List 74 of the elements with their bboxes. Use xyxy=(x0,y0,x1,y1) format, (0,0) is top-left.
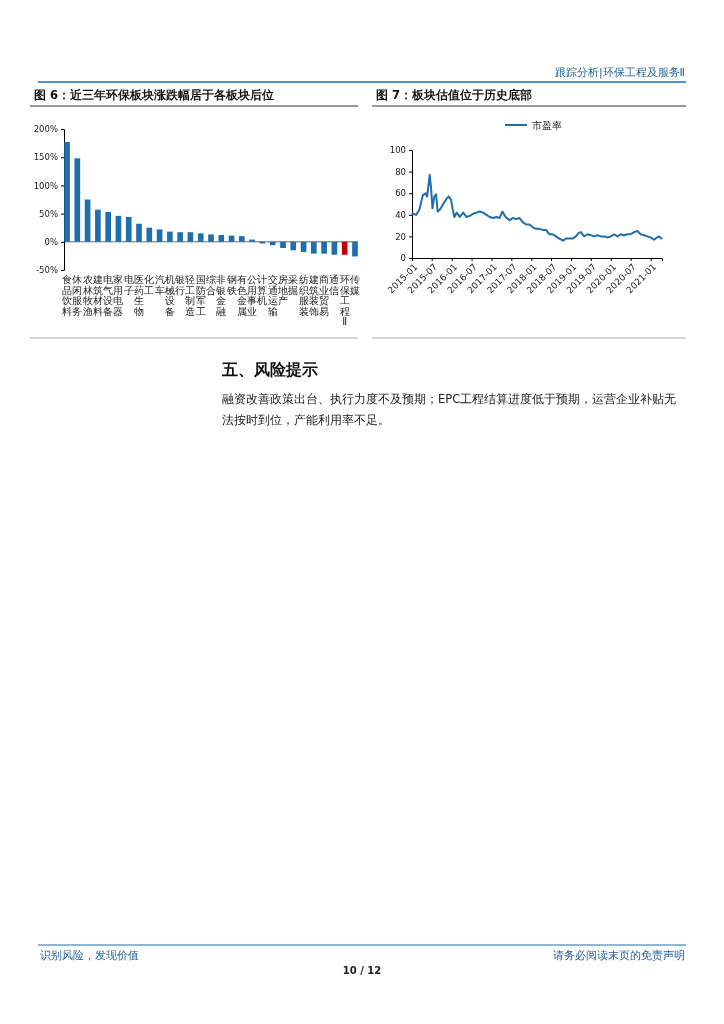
x-tick-label: 通信 xyxy=(329,274,340,296)
bar xyxy=(136,223,142,242)
line-series xyxy=(411,173,663,242)
x-tick-label: 房地产 xyxy=(276,274,288,306)
x-tick-label: 商业贸易 xyxy=(319,274,330,317)
bar xyxy=(105,211,111,242)
bar xyxy=(341,241,348,255)
text: 五、风险提示 xyxy=(222,360,318,381)
y-tick-label: 20 xyxy=(395,231,406,242)
bar xyxy=(352,241,358,257)
x-tick-label: 建筑材料 xyxy=(91,274,103,317)
bar xyxy=(218,235,225,242)
x-tick-label: 食品饮料 xyxy=(61,274,73,317)
x-tick-label: 医药生物 xyxy=(134,274,145,317)
bar xyxy=(64,141,70,242)
text: 请务必阅读末页的免责声明 xyxy=(553,948,685,963)
y-tick-label: 100% xyxy=(33,180,58,191)
x-tick-label: 汽车 xyxy=(154,274,165,296)
x-tick-label: 传媒 xyxy=(349,274,360,296)
x-tick-label: 建筑装饰 xyxy=(307,274,319,317)
bar xyxy=(187,232,194,242)
x-tick-label: 休闲服务 xyxy=(72,274,83,317)
x-tick-label: 纺织服装 xyxy=(298,274,309,317)
bar xyxy=(197,233,204,242)
y-tick-label: 0 xyxy=(400,253,406,264)
y-tick-label: -50% xyxy=(36,265,58,276)
bar xyxy=(311,241,317,254)
bar xyxy=(156,229,163,242)
x-tick-label: 银行 xyxy=(174,274,186,296)
y-tick-label: 200% xyxy=(33,124,58,135)
y-tick-label: 0% xyxy=(44,237,58,248)
y-tick-label: 80 xyxy=(395,166,406,177)
bar xyxy=(239,236,245,242)
x-tick-label: 钢铁 xyxy=(225,274,237,296)
y-tick-label: 150% xyxy=(33,152,58,163)
y-tick-label: 50% xyxy=(39,208,58,219)
bar xyxy=(95,209,101,242)
x-tick-label: 采掘 xyxy=(288,274,299,296)
text: 跟踪分析|环保工程及服务Ⅱ xyxy=(554,66,685,79)
x-tick-label: 家用电器 xyxy=(113,274,124,317)
bar xyxy=(177,232,183,242)
x-tick-label: 化工 xyxy=(144,274,155,296)
x-tick-label: 轻工制造 xyxy=(185,274,196,317)
bar xyxy=(146,227,153,242)
x-tick-label: 机械设备 xyxy=(164,274,175,317)
x-tick-label: 电气设备 xyxy=(103,274,114,317)
bar xyxy=(249,239,255,242)
x-tick-label: 有色金属 xyxy=(236,274,247,317)
x-tick-label: 电子 xyxy=(123,274,134,296)
x-tick-label: 计算机 xyxy=(257,274,268,306)
bar xyxy=(208,234,214,242)
x-tick-label: 非银金融 xyxy=(215,274,227,317)
legend-label: 市盈率 xyxy=(532,120,562,131)
text: 10 / 12 xyxy=(341,965,383,976)
chart-title: 图 6：近三年环保板块涨跌幅居于各板块后位 xyxy=(34,88,275,102)
bar xyxy=(269,241,276,246)
bar xyxy=(74,158,81,242)
bar xyxy=(321,241,327,254)
y-tick-label: 60 xyxy=(395,188,406,199)
y-tick-label: 40 xyxy=(395,210,406,221)
x-tick-label: 公用事业 xyxy=(247,274,258,317)
text: 融资改善政策出台、执行力度不及预期；EPC工程结算进度低于预期，运营企业补贴无法按时到位，产能利用率不足。 xyxy=(222,391,678,429)
bar xyxy=(280,241,286,248)
bar xyxy=(290,241,297,251)
bar xyxy=(167,231,173,242)
x-tick-label: 交通运输 xyxy=(267,274,278,317)
y-tick-label: 100 xyxy=(389,145,406,156)
chart-title: 图 7：板块估值位于历史底部 xyxy=(376,88,533,102)
x-tick-label: 农林牧渔 xyxy=(81,274,93,317)
x-tick-label: 综合 xyxy=(206,274,216,296)
bar xyxy=(125,216,132,242)
x-tick-label: 国防军工 xyxy=(195,274,206,317)
text: 识别风险，发现价值 xyxy=(40,948,139,963)
x-tick-label: 环保工程Ⅱ xyxy=(339,274,350,327)
